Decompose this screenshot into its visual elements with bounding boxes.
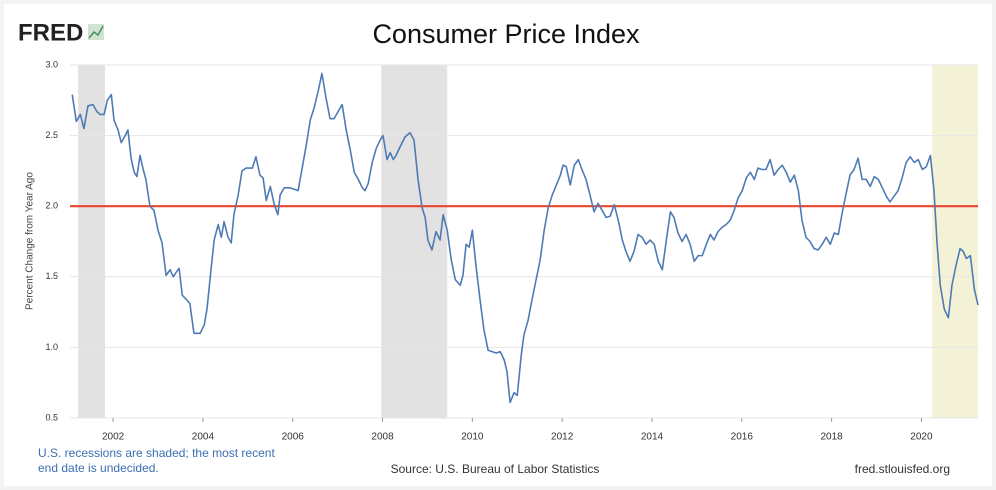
site-link: fred.stlouisfed.org: [854, 462, 950, 476]
x-tick-label: 2010: [461, 432, 484, 443]
y-tick-label: 0.5: [45, 412, 58, 422]
recession-shade: [381, 65, 448, 418]
chart-title: Consumer Price Index: [372, 19, 640, 49]
y-axis-label: Percent Change from Year Ago: [25, 172, 36, 310]
footnote: U.S. recessions are shaded; the most rec…: [38, 446, 275, 475]
plot-area: 0.5 1.0 1.5 2.0 2.5 3.0 2002 2004 2006 2008 2010 20…: [45, 59, 979, 443]
recession-shade: [78, 65, 106, 418]
recession-shade: [932, 65, 978, 418]
y-tick-label: 1.5: [45, 271, 58, 281]
x-tick-label: 2002: [102, 432, 125, 443]
y-tick-label: 3.0: [45, 59, 58, 69]
x-tick-label: 2004: [192, 432, 215, 443]
x-tick-label: 2020: [910, 432, 933, 443]
x-tick-label: 2012: [551, 432, 574, 443]
y-tick-label: 2.0: [45, 201, 58, 211]
y-tick-label: 1.0: [45, 342, 58, 352]
x-tick-label: 2016: [731, 432, 754, 443]
x-tick-label: 2014: [641, 432, 664, 443]
source: Source: U.S. Bureau of Labor Statistics: [390, 462, 600, 476]
x-tick-label: 2006: [282, 432, 305, 443]
logo-icon: [88, 24, 104, 40]
y-tick-label: 2.5: [45, 130, 58, 140]
logo: FRED: [18, 19, 83, 46]
cpi-line: [71, 72, 979, 404]
x-tick-label: 2008: [371, 432, 394, 443]
plot-background: [70, 65, 978, 418]
x-tick-label: 2018: [820, 432, 843, 443]
logo-icon-line: [88, 25, 104, 39]
